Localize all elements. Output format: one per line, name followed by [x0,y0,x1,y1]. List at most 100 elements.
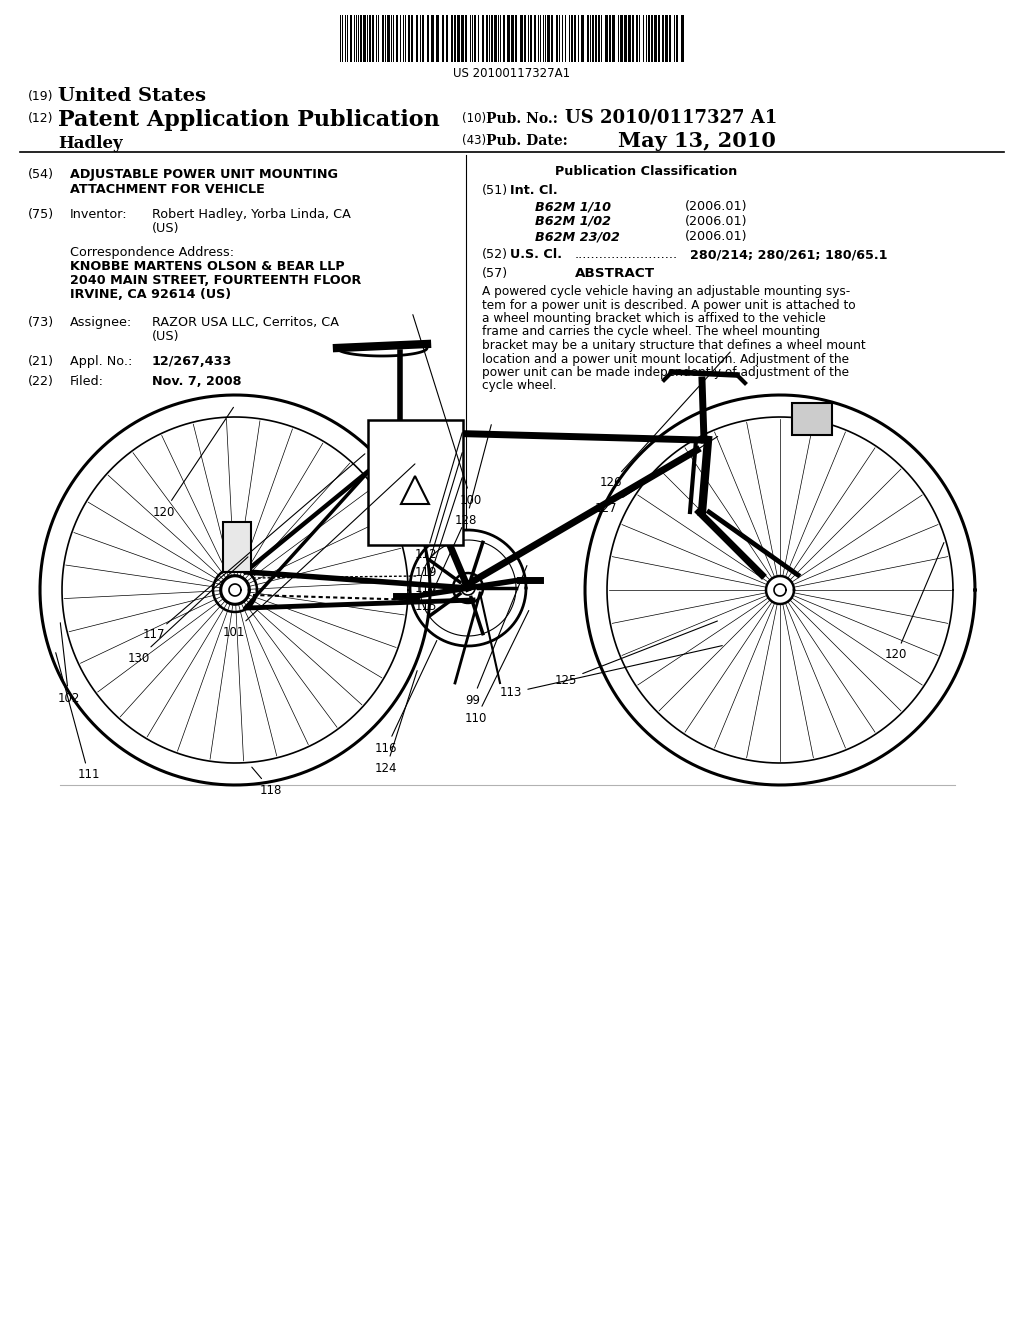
Text: (19): (19) [28,90,53,103]
Text: ABSTRACT: ABSTRACT [575,267,655,280]
Text: Pub. Date:: Pub. Date: [486,135,567,148]
Bar [658,15,660,62]
Text: 102: 102 [57,623,80,705]
Text: Int. Cl.: Int. Cl. [510,183,558,197]
Bar [551,15,553,62]
Bar [451,15,453,62]
Bar [431,15,434,62]
Text: location and a power unit mount location. Adjustment of the: location and a power unit mount location… [482,352,849,366]
Text: Filed:: Filed: [70,375,104,388]
Text: 125: 125 [555,620,718,686]
Text: (75): (75) [28,209,54,220]
Text: Appl. No.:: Appl. No.: [70,355,132,368]
Bar [396,15,398,62]
Text: 280/214; 280/261; 180/65.1: 280/214; 280/261; 180/65.1 [690,248,888,261]
Text: Publication Classification: Publication Classification [555,165,737,178]
Bar [503,15,505,62]
Bar [581,15,584,62]
Text: U.S. Cl.: U.S. Cl. [510,248,562,261]
Text: 120: 120 [153,408,233,519]
Bar [416,15,418,62]
Text: cycle wheel.: cycle wheel. [482,380,556,392]
Text: (22): (22) [28,375,54,388]
Text: US 2010/0117327 A1: US 2010/0117327 A1 [565,110,777,127]
Text: a wheel mounting bracket which is affixed to the vehicle: a wheel mounting bracket which is affixe… [482,312,825,325]
Bar [547,15,550,62]
Text: May 13, 2010: May 13, 2010 [618,131,776,150]
Text: United States: United States [58,87,206,106]
Bar [654,15,657,62]
Bar [387,15,390,62]
Text: Assignee:: Assignee: [70,315,132,329]
Text: Nov. 7, 2008: Nov. 7, 2008 [152,375,242,388]
Text: .........................: ......................... [575,248,678,261]
Bar [411,15,413,62]
Bar [486,15,488,62]
Text: 127: 127 [595,437,718,515]
Text: US 20100117327A1: US 20100117327A1 [454,67,570,81]
Text: B62M 1/10: B62M 1/10 [535,201,611,213]
Text: 110: 110 [465,610,528,725]
Text: 12/267,433: 12/267,433 [152,355,232,368]
Text: 101: 101 [222,463,415,639]
Text: (43): (43) [462,135,486,147]
Bar [482,15,484,62]
Text: (2006.01): (2006.01) [685,201,748,213]
Text: 130: 130 [128,557,248,664]
Bar [651,15,653,62]
Text: 116: 116 [375,640,437,755]
Text: (52): (52) [482,248,508,261]
Bar [636,15,638,62]
Bar [612,15,615,62]
Text: (2006.01): (2006.01) [685,230,748,243]
Text: (2006.01): (2006.01) [685,215,748,228]
Bar [648,15,650,62]
Bar [408,15,410,62]
Text: 115: 115 [415,528,462,612]
Text: (US): (US) [152,222,179,235]
Text: IRVINE, CA 92614 (US): IRVINE, CA 92614 (US) [70,288,231,301]
Text: bracket may be a unitary structure that defines a wheel mount: bracket may be a unitary structure that … [482,339,865,352]
Bar [662,15,664,62]
Text: 119: 119 [415,453,462,578]
Bar [665,15,668,62]
Text: 113: 113 [415,478,462,594]
Bar [628,15,631,62]
Bar [368,420,463,545]
Text: 124: 124 [375,671,417,775]
Bar [571,15,573,62]
Bar [609,15,611,62]
Bar [465,15,467,62]
Bar [442,15,444,62]
Bar [223,521,251,572]
Text: Pub. No.:: Pub. No.: [486,112,558,125]
Text: Robert Hadley, Yorba Linda, CA: Robert Hadley, Yorba Linda, CA [152,209,351,220]
Bar [556,15,558,62]
Bar [520,15,523,62]
Text: ADJUSTABLE POWER UNIT MOUNTING: ADJUSTABLE POWER UNIT MOUNTING [70,168,338,181]
Bar [574,15,575,62]
Text: 128: 128 [455,425,492,527]
Bar [587,15,589,62]
Bar [507,15,510,62]
Text: 113: 113 [500,645,722,700]
Bar [461,15,464,62]
Bar [511,15,514,62]
Bar [454,15,456,62]
Text: Correspondence Address:: Correspondence Address: [70,246,234,259]
Text: Patent Application Publication: Patent Application Publication [58,110,439,131]
Text: (10): (10) [462,112,486,125]
Bar [490,15,493,62]
Text: 100: 100 [413,314,482,507]
Bar [632,15,634,62]
Bar [524,15,526,62]
Text: Inventor:: Inventor: [70,209,128,220]
Bar [534,15,536,62]
Text: B62M 23/02: B62M 23/02 [535,230,620,243]
Bar [382,15,384,62]
Text: 126: 126 [600,352,730,490]
Bar [446,15,449,62]
Text: (57): (57) [482,267,508,280]
Text: 120: 120 [885,543,944,661]
Text: (54): (54) [28,168,54,181]
